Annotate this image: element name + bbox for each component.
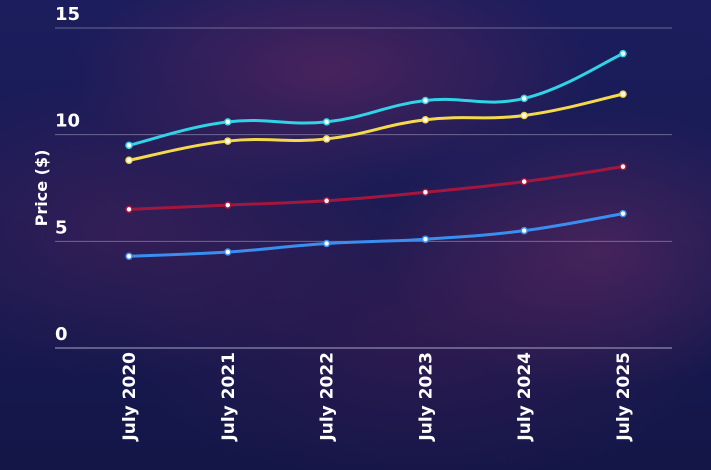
series-0-point-4: [520, 94, 528, 103]
x-tick-label-5: July 2025: [614, 352, 634, 442]
series-0-point-2: [322, 118, 331, 126]
series-1-point-5: [619, 90, 627, 98]
x-tick-label-3: July 2023: [416, 352, 436, 442]
series-2-point-1: [224, 201, 232, 209]
series-line-2: [127, 165, 625, 211]
y-tick-label-15: 15: [55, 4, 80, 25]
x-tick-label-4: July 2024: [515, 352, 535, 442]
series-3-point-1: [224, 248, 232, 256]
y-tick-label-0: 0: [55, 324, 68, 345]
series-3-point-4: [520, 226, 528, 235]
y-tick-label-10: 10: [55, 111, 80, 132]
series-3-point-2: [322, 239, 331, 248]
series-2-point-3: [421, 188, 430, 197]
series-1-point-0: [125, 156, 133, 165]
series-3-point-0: [125, 252, 133, 261]
y-tick-label-5: 5: [55, 217, 68, 238]
series-2-point-5: [619, 162, 627, 171]
series-2-point-0: [125, 205, 133, 214]
x-tick-label-1: July 2021: [219, 352, 239, 442]
series-2-point-2: [322, 197, 331, 205]
series-line-0: [127, 52, 625, 147]
series-3-point-5: [619, 209, 627, 218]
series-0-point-1: [224, 118, 232, 126]
series-0-point-5: [619, 49, 627, 58]
x-tick-label-0: July 2020: [120, 352, 140, 442]
series-1-point-1: [224, 137, 232, 145]
series-0-point-3: [421, 96, 430, 105]
series-0-point-0: [125, 141, 133, 150]
series-line-3: [127, 212, 625, 258]
series-3-point-3: [421, 235, 430, 243]
series-2-point-4: [520, 177, 528, 186]
series-1-point-3: [421, 115, 430, 124]
x-tick-label-2: July 2022: [318, 352, 338, 442]
series-1-point-2: [322, 135, 331, 143]
series-1-point-4: [520, 111, 528, 120]
y-axis-label: Price ($): [32, 150, 51, 227]
series-line-1: [127, 92, 625, 162]
